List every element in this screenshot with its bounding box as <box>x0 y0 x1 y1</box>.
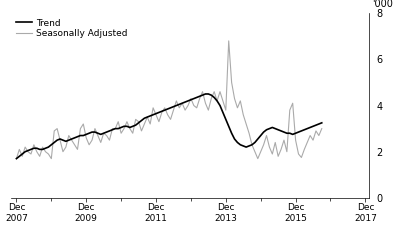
Y-axis label: '000: '000 <box>372 0 393 10</box>
Legend: Trend, Seasonally Adjusted: Trend, Seasonally Adjusted <box>15 18 128 39</box>
